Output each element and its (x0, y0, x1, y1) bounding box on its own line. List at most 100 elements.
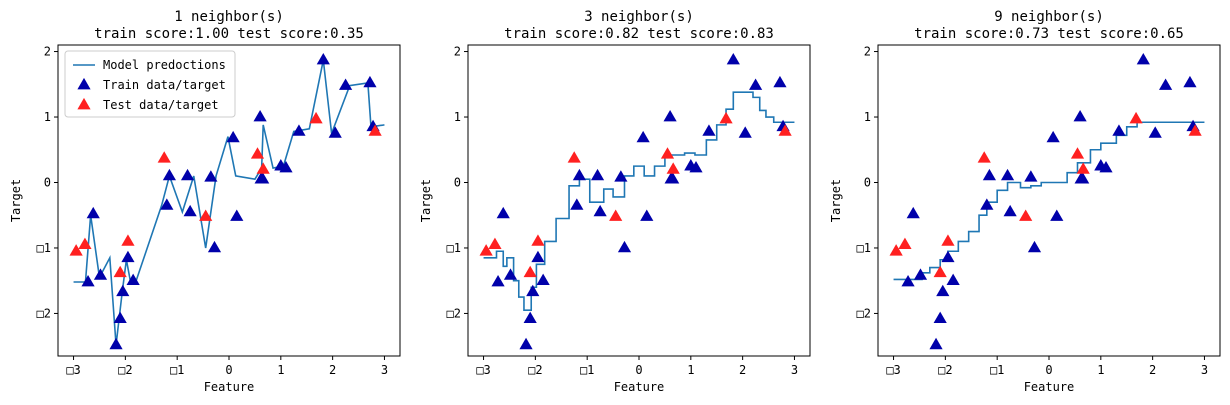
chart-panel-1: 1 neighbor(s)train score:1.00 test score… (9, 9, 401, 394)
train-data-point (338, 78, 353, 90)
train-data-point (663, 109, 677, 122)
y-tick-label: □2 (857, 306, 871, 320)
train-data-point (1076, 172, 1090, 184)
train-data-point (640, 209, 654, 221)
x-tick-label: □1 (990, 363, 1004, 377)
x-tick-label: 3 (381, 363, 388, 377)
train-data-point (536, 273, 550, 286)
test-data-point (1019, 209, 1033, 221)
train-data-point (496, 206, 510, 219)
y-tick-label: 1 (454, 110, 461, 124)
y-tick-label: 2 (44, 45, 51, 59)
y-tick-label: □2 (37, 306, 51, 320)
test-data-point (889, 244, 903, 256)
test-data-point (898, 237, 912, 250)
train-data-point (1099, 161, 1113, 173)
x-tick-label: 2 (739, 363, 746, 377)
y-tick-label: □1 (37, 241, 51, 255)
test-data-point (309, 111, 323, 124)
train-data-point (982, 168, 997, 181)
x-tick-label: 0 (635, 363, 642, 377)
train-data-point (519, 337, 533, 350)
x-tick-label: 3 (791, 363, 798, 377)
model-prediction-line (483, 91, 795, 311)
y-axis-label: Target (9, 179, 23, 222)
chart-title-line-2: train score:0.73 test score:0.65 (914, 26, 1184, 42)
train-data-point (207, 240, 222, 253)
y-axis-label: Target (829, 179, 843, 222)
x-tick-label: 0 (225, 363, 232, 377)
train-data-point (773, 75, 787, 88)
chart-title-line-1: 9 neighbor(s) (994, 9, 1104, 25)
train-data-point (738, 126, 752, 138)
train-data-point (279, 161, 293, 173)
train-data-point (1183, 75, 1197, 88)
x-tick-label: □2 (938, 363, 952, 377)
test-data-point (1070, 147, 1085, 159)
train-data-point (980, 198, 994, 210)
train-data-point (93, 268, 108, 280)
train-data-point (160, 198, 174, 210)
train-data-point (1003, 204, 1017, 217)
train-data-point (1112, 124, 1126, 136)
test-data-point (660, 147, 675, 159)
test-data-point (1076, 162, 1090, 174)
test-data-point (567, 151, 581, 163)
train-data-point (253, 109, 267, 122)
train-data-point (531, 250, 545, 263)
test-data-point (256, 162, 270, 174)
train-data-point (933, 311, 947, 324)
train-data-point (180, 168, 195, 181)
y-tick-label: 1 (44, 110, 51, 124)
x-axis-label: Feature (204, 380, 255, 394)
train-data-point (256, 172, 270, 184)
train-data-point (570, 198, 584, 210)
test-data-point (1129, 111, 1143, 124)
train-data-point (666, 172, 680, 184)
y-tick-label: 0 (44, 175, 51, 189)
train-data-point (593, 204, 607, 217)
test-data-point (113, 265, 127, 278)
train-data-point (1148, 126, 1162, 138)
legend: Model predoctions Train data/target Test d… (64, 50, 236, 118)
y-axis-label: Target (419, 179, 433, 222)
train-data-point (183, 204, 197, 217)
test-data-point (719, 111, 733, 124)
train-data-point (226, 130, 240, 143)
model-prediction-line (893, 121, 1205, 281)
train-data-point (523, 311, 537, 324)
chart-panel-3: 9 neighbor(s)train score:0.73 test score… (829, 9, 1221, 394)
train-data-point (590, 168, 605, 181)
train-data-point (113, 311, 127, 324)
train-data-point (81, 274, 95, 287)
train-data-point (230, 209, 244, 221)
y-tick-label: □1 (857, 241, 871, 255)
x-tick-label: □1 (580, 363, 594, 377)
train-data-point (109, 337, 123, 350)
train-data-point (906, 206, 920, 219)
test-data-point (933, 265, 947, 278)
test-data-point (479, 244, 493, 256)
axes-frame (467, 44, 811, 357)
y-tick-label: □1 (447, 241, 461, 255)
train-data-point (913, 268, 928, 280)
legend-label: Model predoctions (103, 58, 226, 72)
train-data-point (702, 124, 716, 136)
train-data-point (1024, 170, 1038, 182)
x-axis-label: Feature (1024, 380, 1075, 394)
test-data-point (69, 244, 83, 256)
train-data-point (617, 240, 632, 253)
train-data-point (526, 284, 540, 297)
train-data-point (572, 168, 587, 181)
x-tick-label: 1 (277, 363, 284, 377)
train-data-point (1050, 209, 1064, 221)
train-data-point (363, 75, 377, 88)
train-data-point (126, 273, 140, 286)
train-data-point (162, 168, 177, 181)
legend-marker-swatch (77, 97, 91, 110)
y-tick-label: □2 (447, 306, 461, 320)
train-data-point (946, 273, 960, 286)
test-data-point (609, 209, 623, 221)
test-data-point (157, 151, 171, 163)
axes-frame (877, 44, 1221, 357)
